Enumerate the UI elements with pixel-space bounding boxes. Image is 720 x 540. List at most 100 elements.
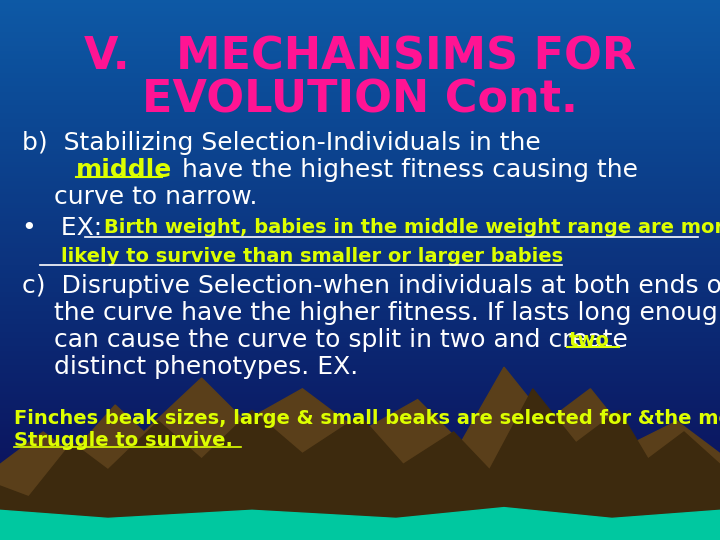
Bar xyxy=(0,424,720,427)
Bar xyxy=(0,84,720,86)
Bar xyxy=(0,40,720,43)
Bar xyxy=(0,224,720,227)
Bar xyxy=(0,122,720,124)
Bar xyxy=(0,43,720,46)
Bar xyxy=(0,254,720,256)
Bar xyxy=(0,35,720,38)
Bar xyxy=(0,491,720,494)
Bar xyxy=(0,356,720,359)
Bar xyxy=(0,32,720,35)
Bar xyxy=(0,57,720,59)
Bar xyxy=(0,51,720,54)
Bar xyxy=(0,402,720,405)
Text: EVOLUTION Cont.: EVOLUTION Cont. xyxy=(142,78,578,122)
Bar xyxy=(0,135,720,138)
Bar xyxy=(0,321,720,324)
Bar xyxy=(0,343,720,346)
Polygon shape xyxy=(0,389,720,540)
Bar xyxy=(0,78,720,81)
Bar xyxy=(0,273,720,275)
Bar xyxy=(0,24,720,27)
Text: middle: middle xyxy=(76,158,172,182)
Text: c)  Disruptive Selection-when individuals at both ends of: c) Disruptive Selection-when individuals… xyxy=(22,274,720,298)
Bar xyxy=(0,308,720,310)
Bar xyxy=(0,46,720,49)
Bar xyxy=(0,19,720,22)
Bar xyxy=(0,440,720,443)
Bar xyxy=(0,524,720,526)
Bar xyxy=(0,497,720,500)
Bar xyxy=(0,230,720,232)
Bar xyxy=(0,416,720,418)
Bar xyxy=(0,459,720,462)
Bar xyxy=(0,167,720,170)
Bar xyxy=(0,475,720,478)
Bar xyxy=(0,194,720,197)
Bar xyxy=(0,446,720,448)
Bar xyxy=(0,127,720,130)
Bar xyxy=(0,281,720,284)
Bar xyxy=(0,386,720,389)
Bar xyxy=(0,335,720,338)
Bar xyxy=(0,316,720,319)
Bar xyxy=(0,508,720,510)
Bar xyxy=(0,521,720,524)
Bar xyxy=(0,338,720,340)
Text: b)  Stabilizing Selection-Individuals in the: b) Stabilizing Selection-Individuals in … xyxy=(22,131,540,155)
Bar xyxy=(0,221,720,224)
Bar xyxy=(0,535,720,537)
Bar xyxy=(0,526,720,529)
Bar xyxy=(0,481,720,483)
Bar xyxy=(0,378,720,381)
Bar xyxy=(0,351,720,354)
Bar xyxy=(0,256,720,259)
Bar xyxy=(0,138,720,140)
Bar xyxy=(0,251,720,254)
Bar xyxy=(0,354,720,356)
Bar xyxy=(0,275,720,278)
Bar xyxy=(0,113,720,116)
Bar xyxy=(0,68,720,70)
Bar xyxy=(0,297,720,300)
Bar xyxy=(0,235,720,238)
Bar xyxy=(0,59,720,62)
Bar xyxy=(0,8,720,11)
Bar xyxy=(0,62,720,65)
Bar xyxy=(0,513,720,516)
Bar xyxy=(0,284,720,286)
Bar xyxy=(0,400,720,402)
Bar xyxy=(0,197,720,200)
Bar xyxy=(0,154,720,157)
Bar xyxy=(0,70,720,73)
Bar xyxy=(0,364,720,367)
Bar xyxy=(0,294,720,297)
Bar xyxy=(0,348,720,351)
Bar xyxy=(0,451,720,454)
Bar xyxy=(0,362,720,364)
Bar xyxy=(0,119,720,122)
Text: curve to narrow.: curve to narrow. xyxy=(22,185,257,209)
Bar xyxy=(0,200,720,202)
Bar xyxy=(0,516,720,518)
Bar xyxy=(0,27,720,30)
Bar xyxy=(0,410,720,413)
Bar xyxy=(0,49,720,51)
Bar xyxy=(0,305,720,308)
Bar xyxy=(0,267,720,270)
Bar xyxy=(0,151,720,154)
Bar xyxy=(0,240,720,243)
Bar xyxy=(0,383,720,386)
Bar xyxy=(0,97,720,100)
Bar xyxy=(0,73,720,76)
Bar xyxy=(0,202,720,205)
Bar xyxy=(0,462,720,464)
Bar xyxy=(0,65,720,68)
Bar xyxy=(0,418,720,421)
Bar xyxy=(0,38,720,40)
Bar xyxy=(0,467,720,470)
Bar xyxy=(0,205,720,208)
Bar xyxy=(0,500,720,502)
Bar xyxy=(0,132,720,135)
Bar xyxy=(0,246,720,248)
Bar xyxy=(0,159,720,162)
